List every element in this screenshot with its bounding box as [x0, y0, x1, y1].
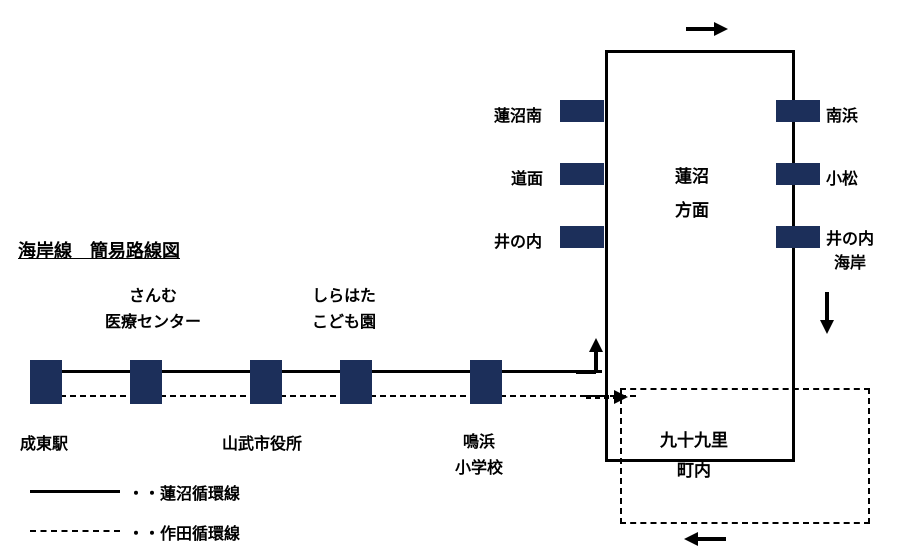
- hasunuma-homen-label: 蓮沼方面: [675, 160, 709, 228]
- stop-sanmu-shiyakusho: [250, 360, 282, 404]
- naruto-eki-label: 成東駅: [20, 430, 68, 454]
- stop-domen: [560, 163, 604, 185]
- dashed-loop-box: [620, 388, 870, 524]
- legend-solid-line: [30, 490, 120, 493]
- arrow-top-icon: [684, 20, 728, 43]
- stop-naruhama: [470, 360, 502, 404]
- arrow-solid-up-icon: [574, 338, 608, 381]
- arrow-dashed-right-icon: [584, 388, 628, 411]
- stop-shirahata: [340, 360, 372, 404]
- arrow-right-down-icon: [818, 290, 836, 339]
- legend-solid-dots: ・・: [128, 480, 160, 504]
- stop-inouchi-kaigan: [776, 226, 820, 248]
- sanmu-shiyakusho-label: 山武市役所: [222, 430, 302, 454]
- stop-komatsu: [776, 163, 820, 185]
- kujukuri-chonai-label: 九十九里町内: [660, 426, 728, 486]
- minamihama-label: 南浜: [826, 102, 858, 126]
- komatsu-label: 小松: [826, 165, 858, 189]
- legend-dashed-label: 作田循環線: [160, 520, 240, 544]
- legend-dashed-dots: ・・: [128, 520, 160, 544]
- inouchi-label: 井の内: [494, 228, 542, 252]
- main-solid-line: [30, 370, 602, 373]
- naruhama-label: 鳴浜小学校: [455, 430, 503, 482]
- inouchi-kaigan-label: 井の内海岸: [826, 228, 874, 276]
- arrow-bottom-icon: [684, 530, 728, 553]
- stop-hasunuma-minami: [560, 100, 604, 122]
- stop-naruto-eki: [30, 360, 62, 404]
- domen-label: 道面: [511, 165, 543, 189]
- diagram-title: 海岸線 簡易路線図: [18, 237, 180, 263]
- legend-solid-label: 蓮沼循環線: [160, 480, 240, 504]
- legend-dashed-line: [30, 530, 120, 532]
- stop-minamihama: [776, 100, 820, 122]
- stop-inouchi: [560, 226, 604, 248]
- main-dashed-line: [30, 395, 636, 397]
- stop-sanmu-iryo: [130, 360, 162, 404]
- shirahata-label: しらはたこども園: [312, 284, 376, 336]
- hasunuma-minami-label: 蓮沼南: [494, 102, 542, 126]
- sanmu-iryo-label: さんむ医療センター: [105, 284, 201, 336]
